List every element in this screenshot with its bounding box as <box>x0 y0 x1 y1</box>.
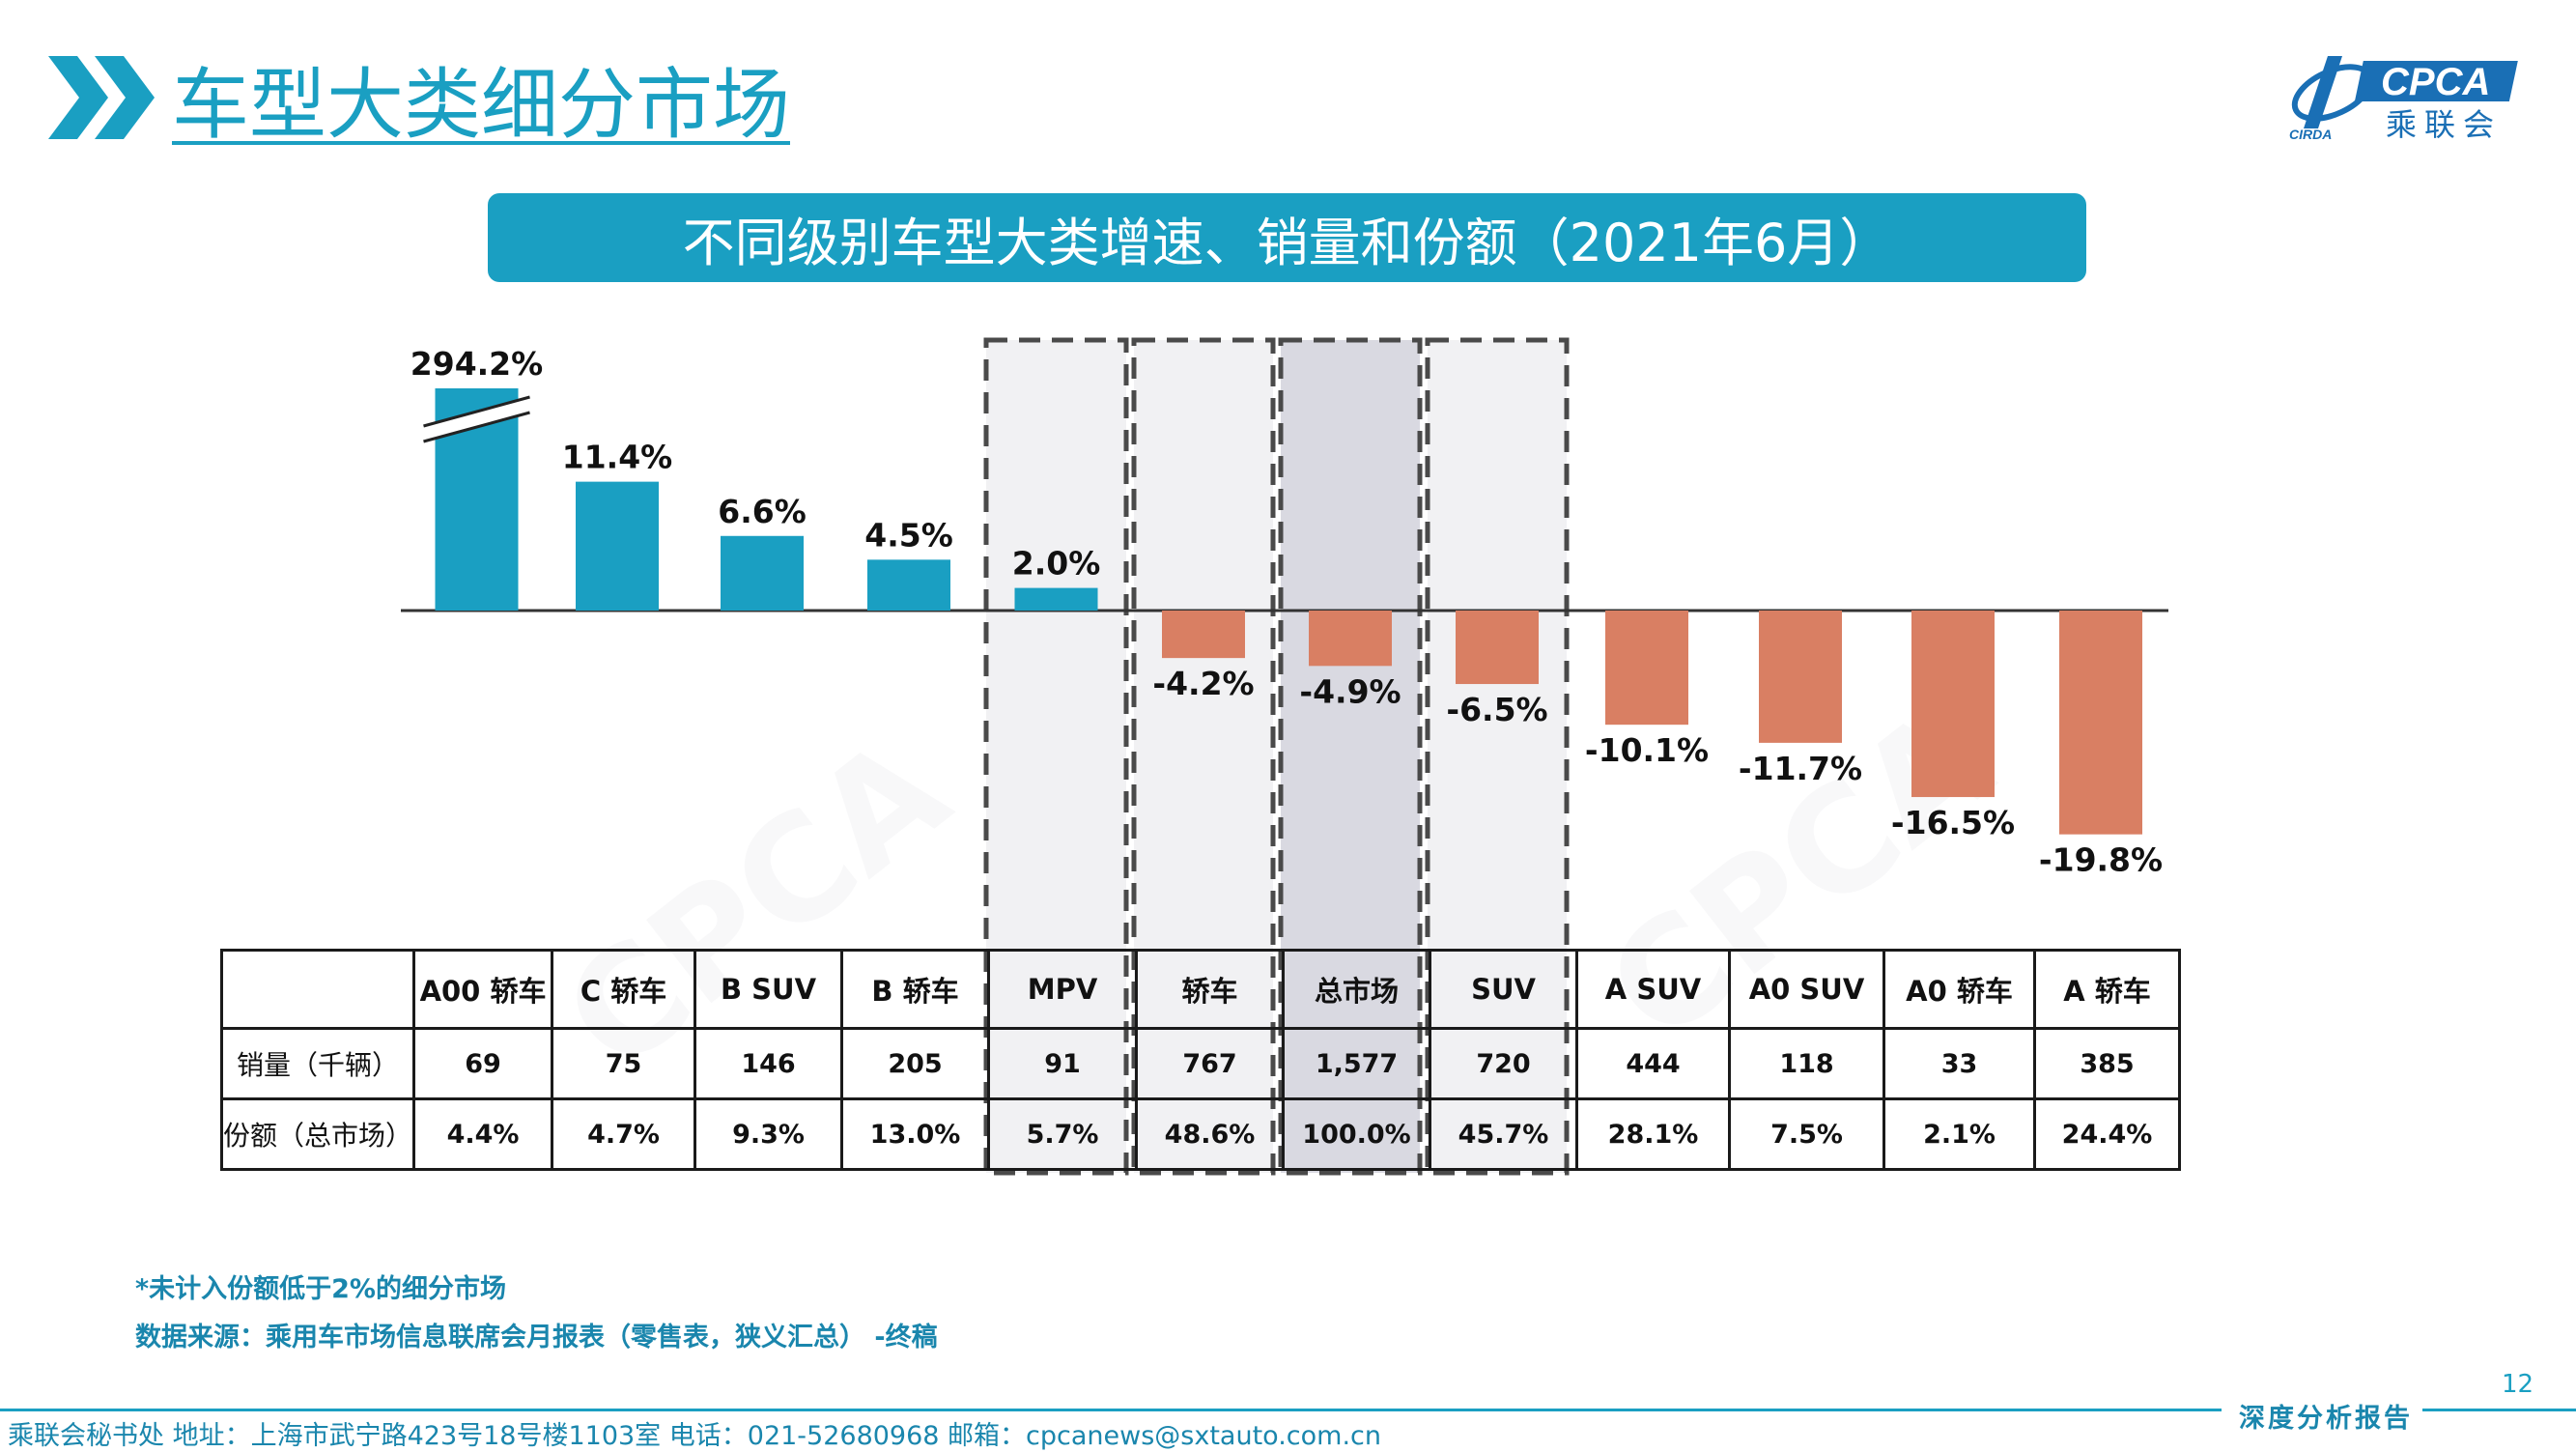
table-cell: 118 <box>1728 1027 1886 1100</box>
chart-title-banner: 不同级别车型大类增速、销量和份额（2021年6月） <box>488 193 2086 282</box>
data-label: 6.6% <box>718 493 807 530</box>
bar <box>1456 611 1539 685</box>
table-row: 销量（千辆） 69 75 146 205 91 767 1,577 720 444 118 33 385 <box>219 1027 2182 1100</box>
column-header: A0 轿车 <box>1882 949 2037 1030</box>
svg-text:CIRDA: CIRDA <box>2289 127 2332 142</box>
table-cell: 5.7% <box>987 1097 1139 1171</box>
data-label: -4.9% <box>1299 672 1401 710</box>
row-label: 销量（千辆） <box>219 1027 416 1100</box>
table-row: 份额（总市场） 4.4% 4.7% 9.3% 13.0% 5.7% 48.6% 100.0% 4… <box>219 1097 2182 1171</box>
bar <box>721 535 804 611</box>
table-cell: 205 <box>840 1027 991 1100</box>
table-cell: 720 <box>1429 1027 1579 1100</box>
bar <box>2059 611 2142 835</box>
table-cell: 75 <box>551 1027 697 1100</box>
column-header: 总市场 <box>1282 949 1432 1030</box>
row-label: 份额（总市场） <box>219 1097 416 1171</box>
column-header: 轿车 <box>1135 949 1286 1030</box>
bar <box>1759 611 1842 743</box>
table-cell: 69 <box>412 1027 554 1100</box>
bar <box>1014 587 1098 611</box>
data-label: -4.2% <box>1152 665 1254 702</box>
footnote-exclusion: *未计入份额低于2%的细分市场 <box>135 1274 506 1304</box>
column-header: A SUV <box>1575 949 1732 1030</box>
bar <box>1911 611 1995 798</box>
table-cell: 444 <box>1575 1027 1732 1100</box>
logo-text: CPCA <box>2381 61 2490 103</box>
table-cell: 13.0% <box>840 1097 991 1171</box>
data-label: 11.4% <box>562 439 673 476</box>
page-number: 12 <box>2502 1370 2534 1399</box>
table-corner-cell <box>219 949 416 1030</box>
bar <box>1309 611 1392 667</box>
column-header: B SUV <box>694 949 844 1030</box>
table-cell: 2.1% <box>1882 1097 2037 1171</box>
column-header: B 轿车 <box>840 949 991 1030</box>
table-cell: 28.1% <box>1575 1097 1732 1171</box>
bar <box>867 559 950 611</box>
table-cell: 146 <box>694 1027 844 1100</box>
logo-subtext: 乘联会 <box>2386 106 2502 143</box>
axis-break-mark <box>421 398 532 441</box>
footer-divider <box>2422 1409 2576 1411</box>
footer-divider <box>0 1409 2222 1411</box>
data-label: -19.8% <box>2039 841 2163 879</box>
chevron-right-icon <box>48 56 155 139</box>
data-label: -6.5% <box>1446 691 1547 728</box>
data-table: A00 轿车 C 轿车 B SUV B 轿车 MPV 轿车 总市场 SUV A SUV A0 SU… <box>219 949 2182 1171</box>
column-header: A0 SUV <box>1728 949 1886 1030</box>
bar <box>576 481 659 611</box>
data-label: -16.5% <box>1891 804 2015 841</box>
table-cell: 767 <box>1135 1027 1286 1100</box>
table-cell: 4.4% <box>412 1097 554 1171</box>
table-cell: 24.4% <box>2033 1097 2182 1171</box>
cpca-logo: CIRDA CPCA 乘联会 <box>2289 56 2518 143</box>
column-header: A00 轿车 <box>412 949 554 1030</box>
table-cell: 45.7% <box>1429 1097 1579 1171</box>
table-header-row: A00 轿车 C 轿车 B SUV B 轿车 MPV 轿车 总市场 SUV A SUV A0 SU… <box>219 949 2182 1030</box>
table-cell: 1,577 <box>1282 1027 1432 1100</box>
bar <box>1162 611 1245 659</box>
table-cell: 100.0% <box>1282 1097 1432 1171</box>
page-title: 车型大类细分市场 <box>172 60 790 150</box>
axis-break-mark <box>423 411 530 443</box>
column-header: SUV <box>1429 949 1579 1030</box>
column-header: C 轿车 <box>551 949 697 1030</box>
column-header: MPV <box>987 949 1139 1030</box>
bar <box>1605 611 1688 726</box>
footnote-source: 数据来源：乘用车市场信息联席会月报表（零售表，狭义汇总） -终稿 <box>135 1323 938 1352</box>
table-cell: 385 <box>2033 1027 2182 1100</box>
data-label: 4.5% <box>864 516 953 554</box>
data-label: -10.1% <box>1585 731 1709 769</box>
data-label: 294.2% <box>410 345 543 383</box>
table-cell: 91 <box>987 1027 1139 1100</box>
column-header: A 轿车 <box>2033 949 2182 1030</box>
table-cell: 4.7% <box>551 1097 697 1171</box>
table-cell: 48.6% <box>1135 1097 1286 1171</box>
table-cell: 33 <box>1882 1027 2037 1100</box>
table-cell: 7.5% <box>1728 1097 1886 1171</box>
footer-contact: 乘联会秘书处 地址：上海市武宁路423号18号楼1103室 电话：021-526… <box>8 1421 1382 1451</box>
report-label: 深度分析报告 <box>2239 1404 2413 1434</box>
axis-break-mark <box>423 395 530 428</box>
data-label: -11.7% <box>1739 750 1862 787</box>
data-label: 2.0% <box>1012 545 1101 583</box>
table-cell: 9.3% <box>694 1097 844 1171</box>
